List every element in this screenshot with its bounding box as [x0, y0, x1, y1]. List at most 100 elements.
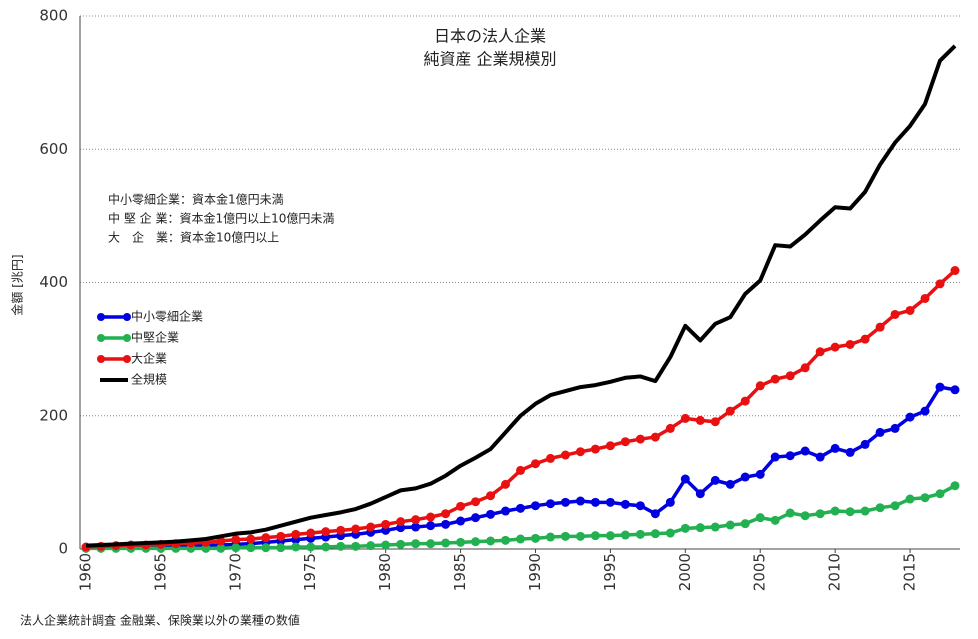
data-point [396, 517, 406, 527]
data-point [530, 459, 540, 469]
data-point [665, 497, 675, 507]
legend-label: 大企業 [131, 351, 167, 366]
data-point [800, 446, 810, 456]
y-tick-label: 0 [58, 540, 68, 558]
note: 大 企 業：資本金10億円以上 [108, 230, 279, 245]
data-point [381, 540, 391, 550]
data-point [411, 522, 421, 532]
data-point [725, 479, 735, 489]
data-point [321, 527, 331, 537]
data-point [800, 363, 810, 373]
data-point [920, 293, 930, 303]
data-point [620, 530, 630, 540]
data-point [815, 347, 825, 357]
data-point [575, 447, 585, 457]
data-point [875, 503, 885, 513]
data-point [950, 266, 960, 276]
data-point [381, 519, 391, 529]
legend-label: 中小零細企業 [131, 309, 203, 324]
data-point [216, 543, 226, 553]
data-point [935, 279, 945, 289]
data-point [740, 396, 750, 406]
data-point [785, 451, 795, 461]
data-point [456, 537, 466, 547]
data-point [366, 541, 376, 551]
data-point [875, 322, 885, 332]
data-point [725, 406, 735, 416]
legend-marker [123, 355, 131, 363]
data-point [351, 541, 361, 551]
x-tick-label: 2015 [901, 553, 919, 591]
data-point [755, 513, 765, 523]
data-point [411, 539, 421, 549]
data-point [336, 541, 346, 551]
data-point [396, 539, 406, 549]
x-tick-label: 1990 [526, 553, 544, 591]
data-point [231, 535, 241, 545]
data-point [501, 535, 511, 545]
data-point [246, 543, 256, 553]
data-point [516, 503, 525, 513]
data-point [530, 533, 540, 543]
data-point [276, 531, 286, 541]
x-tick-label: 1965 [151, 553, 169, 591]
data-point [516, 465, 525, 475]
data-point [845, 447, 855, 457]
data-point [560, 531, 570, 541]
legend-marker [123, 334, 131, 342]
data-point [441, 519, 451, 529]
data-point [830, 443, 840, 453]
data-point [545, 453, 555, 463]
y-tick-label: 400 [39, 273, 68, 291]
data-point [770, 515, 780, 525]
data-point [471, 537, 481, 547]
data-point [291, 542, 301, 552]
data-point [471, 513, 481, 523]
data-point [695, 523, 705, 533]
data-point [486, 509, 496, 519]
data-point [635, 529, 645, 539]
data-point [815, 452, 825, 462]
data-point [890, 309, 900, 319]
data-point [351, 524, 361, 534]
y-tick-label: 200 [39, 406, 68, 424]
y-axis-label: 金額 [兆円] [10, 254, 25, 315]
x-tick-label: 2010 [826, 553, 844, 591]
data-point [665, 423, 675, 433]
data-point [770, 374, 780, 384]
data-point [830, 506, 840, 516]
data-point [426, 539, 436, 549]
data-point [605, 497, 615, 507]
data-point [860, 334, 870, 344]
data-point [635, 501, 645, 511]
data-point [590, 444, 600, 454]
data-point [231, 543, 241, 553]
data-point [935, 382, 945, 392]
data-point [605, 441, 615, 451]
data-point [545, 499, 555, 509]
data-point [860, 439, 870, 449]
data-point [426, 512, 436, 522]
data-point [890, 501, 900, 511]
data-point [306, 528, 316, 538]
data-point [486, 491, 496, 501]
note: 中小零細企業：資本金1億円未満 [108, 192, 284, 207]
data-point [785, 508, 795, 518]
y-tick-label: 800 [39, 7, 68, 25]
data-point [710, 522, 720, 532]
data-point [800, 511, 810, 521]
data-point [905, 305, 915, 315]
data-point [950, 481, 960, 491]
data-point [695, 415, 705, 425]
data-point [321, 542, 331, 552]
data-point [560, 450, 570, 460]
x-tick-label: 1980 [376, 553, 394, 591]
data-point [650, 432, 660, 442]
data-point [770, 452, 780, 462]
data-point [845, 507, 855, 517]
x-tick-label: 1995 [601, 553, 619, 591]
data-point [830, 342, 840, 352]
data-point [336, 525, 346, 535]
source-note: 法人企業統計調査 金融業、保険業以外の業種の数値 [20, 613, 300, 628]
note: 中 堅 企 業：資本金1億円以上10億円未満 [108, 211, 334, 226]
